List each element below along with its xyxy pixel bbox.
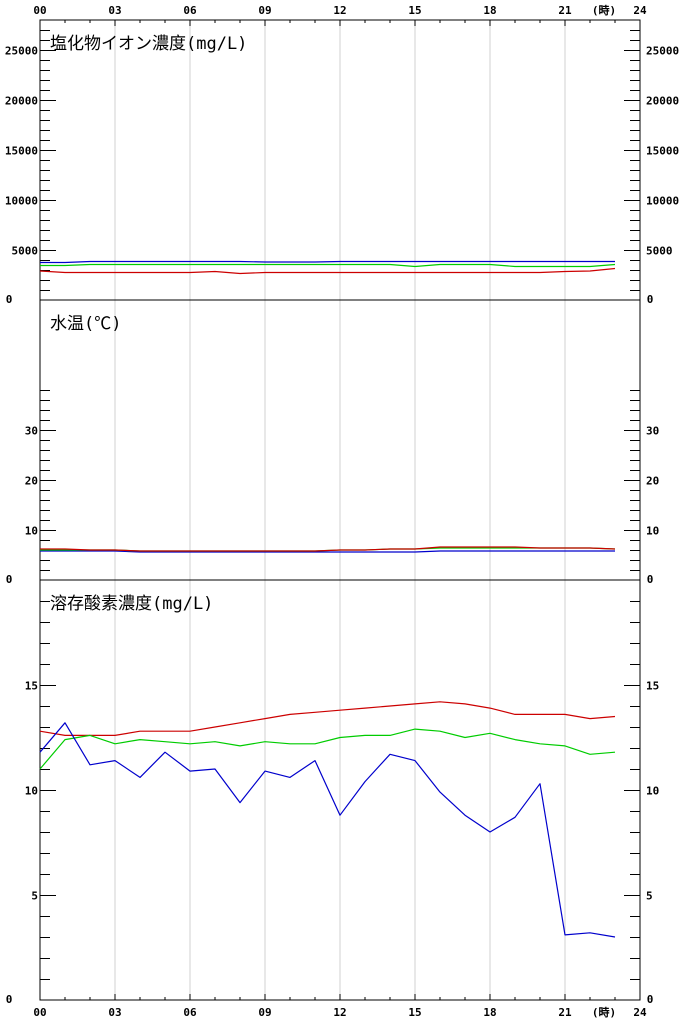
series-line-1: [40, 550, 615, 553]
y-tick-label-right: 20: [646, 475, 659, 488]
y-tick-label-left: 25000: [5, 45, 38, 58]
x-tick-label-top: 18: [483, 4, 496, 17]
y-tick-label-right: 10: [646, 785, 659, 798]
panel-3: 0 0 5 5 10 10 15 15 溶存酸素濃度(mg/L): [6, 579, 659, 1006]
x-tick-label-bottom: 06: [183, 1006, 197, 1019]
x-tick-label-bottom: 15: [408, 1006, 421, 1019]
y-tick-label-left: 5000: [12, 245, 39, 258]
x-tick-label-top: 21: [558, 4, 572, 17]
x-tick-label-top: 00: [33, 4, 46, 17]
y-tick-label-right: 10: [646, 525, 659, 538]
y-tick-label-left: 20: [25, 475, 38, 488]
y-tick-label-right: 5: [646, 890, 653, 903]
y-tick-label-right: 15000: [646, 145, 679, 158]
y-tick-label-right: 20000: [646, 95, 679, 108]
y-tick-label-left: 30: [25, 425, 38, 438]
x-tick-label-bottom: 12: [333, 1006, 346, 1019]
y-tick-label-right: 30: [646, 425, 659, 438]
series-line-1: [40, 260, 615, 264]
hour-unit-label-top: (時): [592, 3, 616, 17]
series-line-3: [39, 267, 616, 275]
y-tick-label-left: 10000: [5, 195, 38, 208]
y-tick-label-left: 20000: [5, 95, 38, 108]
y-tick-label-right: 0: [647, 293, 654, 306]
y-tick-label-left: 10: [25, 785, 38, 798]
panel-title: 水温(℃): [50, 314, 121, 334]
y-tick-label-right: 25000: [646, 45, 679, 58]
y-tick-label-right: 5000: [646, 245, 673, 258]
y-tick-label-left: 0: [6, 293, 13, 306]
x-tick-label-top: 12: [333, 4, 346, 17]
y-tick-label-right: 10000: [646, 195, 679, 208]
panel-2: 0 0 10 10 20 20 30 30 水温(℃): [6, 299, 659, 586]
y-tick-label-left: 0: [6, 993, 13, 1006]
y-tick-label-left: 0: [6, 573, 13, 586]
y-tick-label-right: 15: [646, 680, 659, 693]
series-line-3: [40, 546, 616, 552]
panel-title: 溶存酸素濃度(mg/L): [50, 594, 213, 614]
x-tick-label-bottom: 18: [483, 1006, 496, 1019]
x-tick-label-top: 03: [108, 4, 121, 17]
series-line-2: [40, 263, 616, 268]
x-tick-label-bottom: 03: [108, 1006, 121, 1019]
y-tick-label-left: 10: [25, 525, 38, 538]
y-tick-label-right: 0: [647, 573, 654, 586]
x-tick-label-top: 15: [408, 4, 421, 17]
y-tick-label-left: 15: [25, 680, 38, 693]
x-tick-label-top: 06: [183, 4, 197, 17]
x-tick-label-bottom: 24: [633, 1006, 647, 1019]
panel-1: 0 0 5000 5000 10000 10000 15000 15000 20000 20000…: [5, 19, 679, 306]
hour-unit-label-bottom: (時): [592, 1005, 616, 1019]
series-line-2: [39, 728, 616, 770]
y-tick-label-left: 5: [31, 890, 38, 903]
x-tick-label-bottom: 09: [258, 1006, 271, 1019]
x-tick-label-top: 24: [633, 4, 647, 17]
y-tick-label-left: 15000: [5, 145, 38, 158]
y-tick-label-right: 0: [647, 993, 654, 1006]
series-line-3: [39, 722, 616, 938]
x-tick-label-bottom: 21: [558, 1006, 572, 1019]
panel-title: 塩化物イオン濃度(mg/L): [50, 34, 247, 54]
x-tick-label-top: 09: [258, 4, 271, 17]
series-line-1: [39, 701, 616, 737]
x-tick-label-bottom: 00: [33, 1006, 46, 1019]
